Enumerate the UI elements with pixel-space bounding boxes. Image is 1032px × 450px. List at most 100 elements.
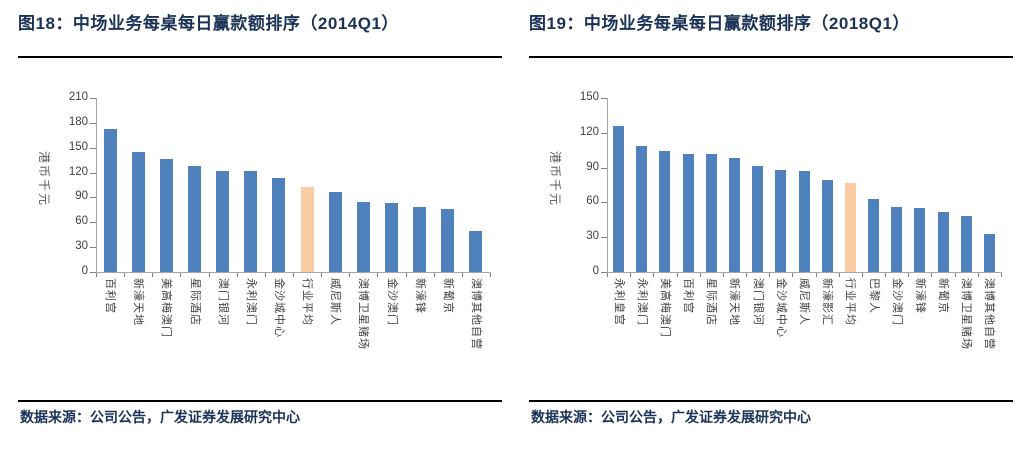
x-tick-mark (862, 273, 863, 277)
x-tick-mark (180, 273, 181, 277)
bar (984, 234, 995, 272)
bar (752, 166, 763, 272)
x-tick-mark (816, 273, 817, 277)
x-category-label: 星际酒店 (705, 278, 717, 326)
x-category-label: 澳博其他自营 (983, 278, 995, 350)
x-category-label: 行业平均 (844, 278, 856, 326)
x-category-label: 美高梅澳门 (160, 278, 172, 338)
x-tick-mark (406, 273, 407, 277)
bar (104, 129, 117, 272)
bar (272, 178, 285, 272)
y-axis-title: 港币千元 (548, 151, 562, 208)
x-tick-mark (265, 273, 266, 277)
figure-19-title: 图19：中场业务每桌每日赢款额排序（2018Q1） (529, 14, 910, 33)
y-tick-label: 0 (81, 265, 88, 277)
y-tick-label: 60 (586, 195, 599, 208)
y-tick-mark (90, 148, 96, 149)
x-category-label: 威尼斯人 (798, 278, 810, 326)
x-tick-mark (723, 273, 724, 277)
figure-18-title: 图18：中场业务每桌每日赢款额排序（2014Q1） (18, 14, 399, 33)
bar (244, 171, 257, 272)
figure-19-panel: 图19：中场业务每桌每日赢款额排序（2018Q1） 港币千元 0 30 60 90 120… (529, 0, 1013, 450)
bar (799, 171, 810, 272)
bar (613, 126, 624, 272)
bar-chart-2014q1: 港币千元 0 30 60 90 120 150 180 210 百利宫 新濠天地 美高梅澳门 星际酒店 澳… (18, 60, 502, 396)
x-category-label: 美高梅澳门 (659, 278, 671, 338)
y-tick-mark (601, 168, 607, 169)
y-tick-label: 30 (75, 240, 88, 253)
bar (357, 202, 370, 272)
x-tick-mark (653, 273, 654, 277)
bar (868, 199, 879, 272)
x-tick-mark (152, 273, 153, 277)
x-tick-mark (237, 273, 238, 277)
bar (914, 208, 925, 272)
x-category-label: 新葡京 (442, 278, 454, 314)
bar (938, 212, 949, 272)
bar (441, 209, 454, 272)
figure-18-top-divider (18, 56, 502, 58)
x-tick-mark (349, 273, 350, 277)
x-category-label: 巴黎人 (868, 278, 880, 314)
y-tick-label: 150 (68, 140, 88, 153)
x-category-label: 永利澳门 (636, 278, 648, 326)
bar (706, 154, 717, 272)
bar (659, 151, 670, 272)
y-axis-title: 港币千元 (37, 151, 51, 208)
x-category-label: 澳博卫星赌场 (357, 278, 369, 350)
x-tick-mark (700, 273, 701, 277)
y-tick-label: 120 (68, 165, 88, 178)
bar-industry-average (301, 187, 314, 272)
y-tick-mark (601, 272, 607, 273)
x-category-label: 澳博卫星赌场 (960, 278, 972, 350)
x-category-label: 新濠锋 (414, 278, 426, 314)
x-tick-mark (792, 273, 793, 277)
bar (188, 166, 201, 272)
x-axis-line (607, 272, 1002, 273)
x-tick-mark (462, 273, 463, 277)
y-tick-label: 150 (579, 91, 599, 103)
y-tick-label: 120 (579, 125, 599, 138)
x-tick-mark (607, 273, 608, 277)
y-tick-mark (601, 202, 607, 203)
y-tick-label: 0 (592, 265, 599, 277)
x-category-label: 金沙澳门 (386, 278, 398, 326)
x-axis-line (96, 272, 491, 273)
x-category-label: 澳博其他自营 (470, 278, 482, 350)
bar-industry-average (845, 183, 856, 272)
y-tick-mark (90, 123, 96, 124)
x-tick-mark (1001, 273, 1002, 277)
x-category-label: 百利宫 (104, 278, 116, 314)
y-tick-label: 60 (75, 215, 88, 228)
x-category-label: 新濠天地 (728, 278, 740, 326)
y-tick-mark (90, 173, 96, 174)
figure-19-data-source-note: 数据来源：公司公告，广发证券发展研究中心 (531, 409, 811, 425)
bar (729, 158, 740, 272)
y-tick-label: 90 (586, 160, 599, 173)
bar (329, 192, 342, 272)
x-tick-mark (955, 273, 956, 277)
figure-19-bottom-divider (529, 400, 1013, 402)
x-category-label: 威尼斯人 (329, 278, 341, 326)
y-tick-mark (601, 237, 607, 238)
bar (822, 180, 833, 272)
bar (683, 154, 694, 272)
x-tick-mark (746, 273, 747, 277)
y-tick-mark (90, 222, 96, 223)
y-tick-label: 30 (586, 230, 599, 243)
figure-18-bottom-divider (18, 400, 502, 402)
y-tick-mark (601, 98, 607, 99)
y-axis-line (96, 98, 97, 272)
x-tick-mark (209, 273, 210, 277)
bar (385, 203, 398, 272)
figure-19-top-divider (529, 56, 1013, 58)
x-tick-mark (293, 273, 294, 277)
x-tick-mark (96, 273, 97, 277)
y-tick-mark (601, 133, 607, 134)
x-tick-mark (931, 273, 932, 277)
bar-chart-2018q1: 港币千元 0 30 60 90 120 150 永利皇宫 永利澳门 美高梅澳门 百利宫 星际酒店 新濠天… (529, 60, 1013, 396)
y-tick-label: 180 (68, 115, 88, 128)
x-category-label: 新葡京 (937, 278, 949, 314)
x-tick-mark (321, 273, 322, 277)
